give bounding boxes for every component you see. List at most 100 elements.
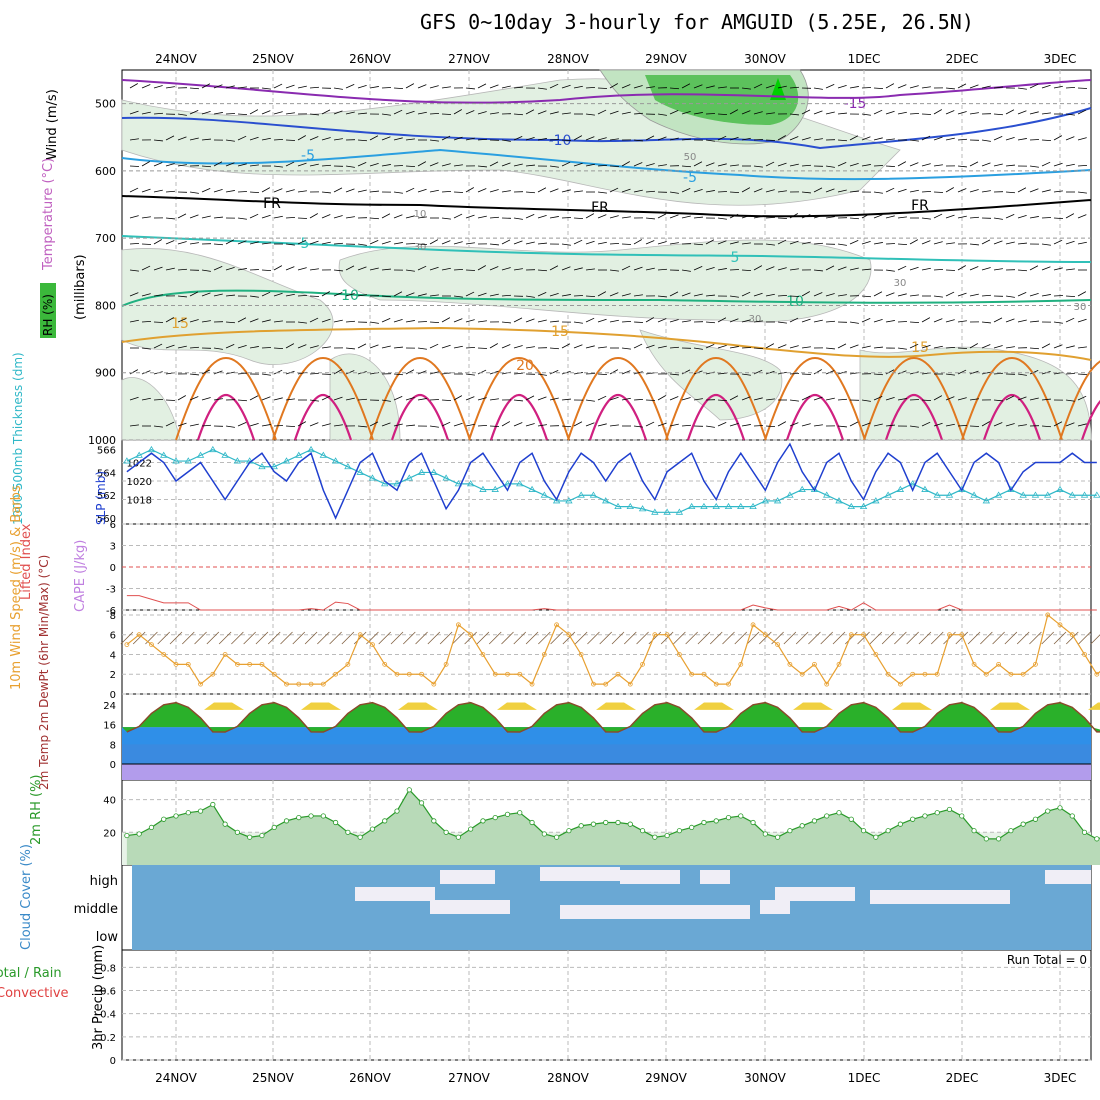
thickness-marker bbox=[1019, 491, 1027, 498]
wind-barb bbox=[789, 372, 800, 375]
wind-barb bbox=[537, 269, 548, 272]
wind-barb bbox=[993, 217, 1003, 220]
wind-barb bbox=[297, 135, 306, 141]
wind-barb bbox=[1005, 213, 1015, 219]
rh-marker bbox=[222, 821, 228, 827]
wind-barb bbox=[201, 165, 212, 168]
thickness-marker bbox=[516, 480, 524, 487]
wind-barb bbox=[549, 347, 560, 350]
wind-barb bbox=[441, 421, 451, 427]
wind-barb bbox=[645, 86, 655, 89]
wind10-barb bbox=[992, 631, 1005, 645]
wind-barb bbox=[153, 398, 164, 401]
wind-barb bbox=[345, 370, 355, 375]
ylabel-convective: Convective bbox=[0, 986, 69, 1001]
cloud-gap bbox=[355, 887, 435, 901]
wind-barb bbox=[969, 216, 980, 219]
wind-barb bbox=[537, 373, 547, 376]
wind-speed-marker bbox=[934, 671, 940, 677]
wind-barb bbox=[1005, 191, 1016, 194]
wind-barb bbox=[309, 268, 319, 271]
wind-barb bbox=[897, 188, 907, 193]
wind-barb bbox=[249, 346, 259, 349]
wind-barb bbox=[585, 213, 595, 219]
thickness-line bbox=[126, 449, 1097, 513]
wind-barb bbox=[357, 343, 367, 349]
wind-barb bbox=[921, 163, 931, 167]
wind-barb bbox=[1017, 291, 1027, 297]
wind10-barb bbox=[759, 631, 772, 645]
wind-speed-marker bbox=[406, 671, 412, 677]
wind-barb bbox=[573, 162, 583, 167]
wind-barb bbox=[537, 291, 547, 297]
ylabel-2m-rh: 2m RH (%) bbox=[29, 774, 44, 845]
wind10-barb bbox=[980, 631, 993, 645]
wind-barb bbox=[789, 113, 799, 116]
wind-barb bbox=[873, 395, 883, 401]
wind-barb bbox=[369, 239, 379, 245]
thickness-marker bbox=[872, 497, 880, 504]
wind-barb bbox=[189, 396, 199, 401]
wind-barb bbox=[837, 161, 847, 167]
wind-barb bbox=[1065, 317, 1075, 323]
wind-barb bbox=[393, 214, 403, 219]
wind-speed-marker bbox=[885, 671, 891, 677]
isotherm-lobe bbox=[567, 356, 669, 441]
thickness-marker bbox=[786, 491, 794, 498]
wind-barb bbox=[489, 161, 499, 167]
wind-barb bbox=[717, 113, 728, 116]
wind-barb bbox=[261, 242, 271, 245]
wind-barb bbox=[777, 267, 787, 271]
wind-speed-marker bbox=[136, 632, 142, 638]
wind-barb bbox=[441, 163, 451, 167]
wind-barb bbox=[273, 215, 283, 219]
wind10-barb bbox=[267, 631, 281, 645]
wind-barb bbox=[1029, 397, 1039, 401]
rh-marker bbox=[639, 828, 646, 834]
thickness-marker bbox=[614, 502, 622, 510]
wind-barb bbox=[897, 111, 907, 115]
isotherm-lobe-hot bbox=[982, 393, 1042, 441]
wind10-barb bbox=[181, 631, 195, 645]
wind-barb bbox=[885, 110, 895, 115]
wind-barb bbox=[513, 86, 523, 89]
wind-barb bbox=[189, 319, 199, 323]
wind-barb bbox=[933, 241, 943, 245]
wind10-barb bbox=[623, 631, 637, 645]
wind-barb bbox=[621, 293, 631, 297]
wind-barb bbox=[849, 86, 859, 89]
wind-barb bbox=[669, 319, 679, 323]
wind-barb bbox=[345, 111, 355, 115]
wind-speed-marker bbox=[259, 661, 265, 667]
wind10-barb bbox=[341, 631, 355, 645]
wind-barb bbox=[597, 137, 607, 141]
thickness-marker bbox=[270, 462, 278, 470]
rh-marker bbox=[725, 814, 732, 821]
wind-barb bbox=[705, 266, 715, 271]
isotherm-label: FR bbox=[263, 196, 281, 212]
wind10-barb bbox=[697, 631, 711, 645]
rh-marker bbox=[873, 834, 879, 840]
cloud-level-label: middle bbox=[74, 902, 118, 917]
wind10-barb bbox=[452, 631, 465, 645]
wind-barb bbox=[501, 294, 512, 297]
top-date-label: 24NOV bbox=[155, 52, 197, 66]
wind-barb bbox=[957, 138, 968, 141]
wind-barb bbox=[129, 138, 139, 141]
wind-barb bbox=[309, 163, 319, 167]
wind-barb bbox=[813, 187, 823, 193]
wind-barb bbox=[489, 266, 499, 271]
wind-barb bbox=[333, 319, 343, 323]
wind-barb bbox=[549, 397, 559, 401]
wind-barb bbox=[1017, 110, 1027, 115]
wind-barb bbox=[861, 295, 872, 298]
rh-marker bbox=[738, 813, 744, 819]
rh-marker bbox=[357, 834, 363, 840]
wind-barb bbox=[633, 162, 643, 167]
panel-frame-slp bbox=[121, 439, 1092, 525]
thickness-marker bbox=[123, 457, 131, 464]
wind10-barb bbox=[869, 631, 883, 645]
wind-barb bbox=[597, 241, 607, 245]
temp-peak-tip bbox=[301, 702, 341, 710]
wind-barb bbox=[393, 346, 403, 349]
